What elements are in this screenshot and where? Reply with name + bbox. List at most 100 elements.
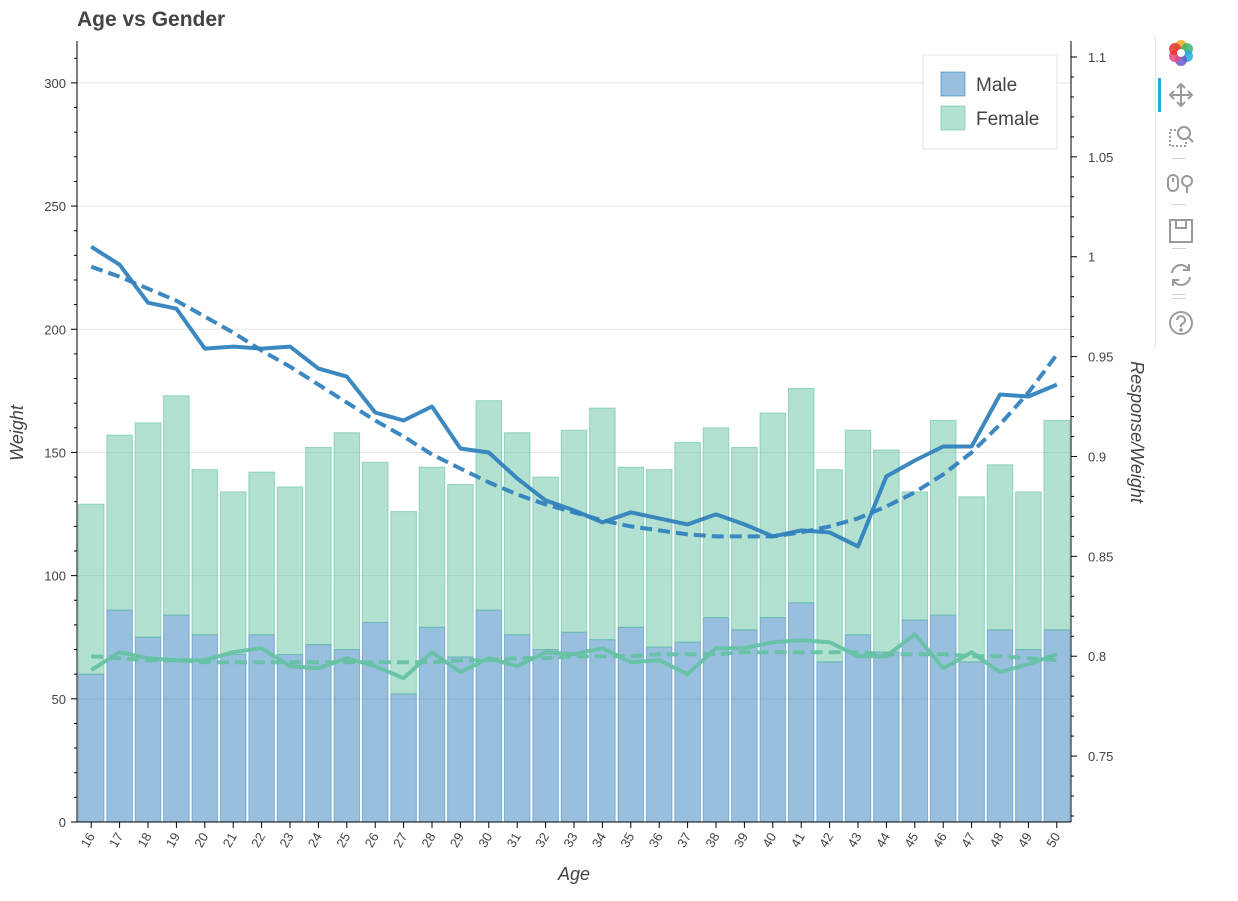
x-tick-label-22: 22 xyxy=(248,830,268,850)
bar-female-25 xyxy=(333,432,361,651)
bar-female-20 xyxy=(191,469,219,636)
bar-female-49 xyxy=(1015,491,1042,651)
bar-male-33 xyxy=(560,631,588,823)
bar-male-43 xyxy=(844,634,872,823)
bar-female-42 xyxy=(816,469,843,663)
bars-male xyxy=(77,602,1071,823)
bar-male-32 xyxy=(532,649,559,823)
bar-male-42 xyxy=(816,661,843,823)
legend-label-male: Male xyxy=(976,75,1017,96)
bar-female-50 xyxy=(1043,419,1071,631)
bar-male-47 xyxy=(958,661,985,823)
bars-female xyxy=(77,387,1071,695)
x-tick-label-48: 48 xyxy=(986,830,1006,850)
x-tick-label-37: 37 xyxy=(674,830,694,850)
bar-male-27 xyxy=(390,693,417,823)
line-female-response xyxy=(90,632,1058,681)
x-axis-label: Age xyxy=(557,864,590,884)
bar-male-40 xyxy=(759,617,787,823)
x-tick-label-31: 31 xyxy=(504,830,524,850)
x-tick-label-26: 26 xyxy=(362,830,382,850)
toolbar xyxy=(1155,36,1206,348)
y2-tick-label-3: 0.9 xyxy=(1088,449,1106,464)
legend: Male Female xyxy=(922,54,1058,150)
bar-male-38 xyxy=(702,617,730,823)
bar-female-30 xyxy=(475,400,503,611)
x-tick-label-16: 16 xyxy=(78,830,98,850)
bar-female-23 xyxy=(276,486,304,655)
y-tick-label-50: 50 xyxy=(52,692,66,707)
bar-female-19 xyxy=(163,395,190,616)
save-icon[interactable] xyxy=(1161,214,1201,248)
bar-male-50 xyxy=(1043,629,1071,823)
bar-male-30 xyxy=(475,609,503,823)
bar-female-31 xyxy=(503,432,531,636)
bar-female-28 xyxy=(418,466,446,628)
bar-female-43 xyxy=(844,429,872,636)
legend-swatch-female xyxy=(940,105,966,131)
bar-male-41 xyxy=(787,602,815,823)
bar-female-41 xyxy=(787,387,815,604)
x-tick-label-32: 32 xyxy=(532,830,552,850)
x-tick-label-46: 46 xyxy=(930,830,950,850)
bar-male-26 xyxy=(361,621,389,823)
x-tick-label-27: 27 xyxy=(390,830,410,850)
y-tick-label-250: 250 xyxy=(44,199,66,214)
bar-female-45 xyxy=(901,491,929,621)
bar-female-21 xyxy=(219,491,247,655)
bar-male-29 xyxy=(447,656,474,823)
y-axis-label: Weight xyxy=(7,404,27,461)
bar-female-44 xyxy=(873,449,900,653)
bar-female-26 xyxy=(361,461,389,623)
x-tick-label-39: 39 xyxy=(731,830,751,850)
bar-male-36 xyxy=(645,646,673,823)
x-tick-label-24: 24 xyxy=(305,830,325,850)
bar-male-45 xyxy=(901,619,929,823)
y2-tick-label-2: 0.85 xyxy=(1088,549,1113,564)
bar-male-16 xyxy=(77,673,105,823)
x-tick-label-25: 25 xyxy=(333,830,353,850)
x-tick-label-40: 40 xyxy=(759,830,779,850)
reset-icon[interactable] xyxy=(1161,258,1201,292)
bar-male-24 xyxy=(305,644,332,823)
x-tick-label-34: 34 xyxy=(589,830,609,850)
bar-female-22 xyxy=(248,471,275,636)
bar-female-18 xyxy=(134,422,162,638)
bar-male-46 xyxy=(929,614,957,823)
help-icon[interactable] xyxy=(1161,306,1201,340)
x-tick-label-47: 47 xyxy=(958,830,978,850)
x-tick-label-36: 36 xyxy=(646,830,666,850)
bar-male-44 xyxy=(873,651,900,823)
x-tick-label-33: 33 xyxy=(560,830,580,850)
wheel-zoom-icon[interactable] xyxy=(1161,166,1201,200)
x-tick-label-38: 38 xyxy=(702,830,722,850)
x-tick-label-18: 18 xyxy=(134,830,154,850)
bokeh-logo-icon[interactable] xyxy=(1161,36,1201,70)
bar-male-22 xyxy=(248,634,275,823)
x-tick-label-19: 19 xyxy=(163,830,183,850)
x-tick-label-44: 44 xyxy=(873,830,893,850)
x-tick-label-42: 42 xyxy=(816,830,836,850)
bar-male-23 xyxy=(276,653,304,823)
bar-female-35 xyxy=(617,466,645,628)
box-zoom-icon[interactable] xyxy=(1161,120,1201,154)
legend-box xyxy=(922,54,1058,150)
bar-female-40 xyxy=(759,412,787,619)
bar-male-49 xyxy=(1015,649,1042,823)
bar-male-25 xyxy=(333,649,361,823)
x-tick-label-20: 20 xyxy=(191,830,211,850)
x-tick-label-29: 29 xyxy=(447,830,467,850)
bar-female-39 xyxy=(731,447,758,631)
bar-female-17 xyxy=(106,434,133,611)
chart-title: Age vs Gender xyxy=(77,8,225,31)
x-tick-label-28: 28 xyxy=(418,830,438,850)
y-tick-label-300: 300 xyxy=(44,76,66,91)
bar-female-36 xyxy=(645,469,673,648)
pan-icon[interactable] xyxy=(1158,78,1201,112)
bar-male-34 xyxy=(589,639,616,823)
bar-male-39 xyxy=(731,629,758,823)
response-lines xyxy=(90,245,1059,681)
line-male-fit xyxy=(90,264,1059,539)
x-tick-label-50: 50 xyxy=(1043,830,1063,850)
